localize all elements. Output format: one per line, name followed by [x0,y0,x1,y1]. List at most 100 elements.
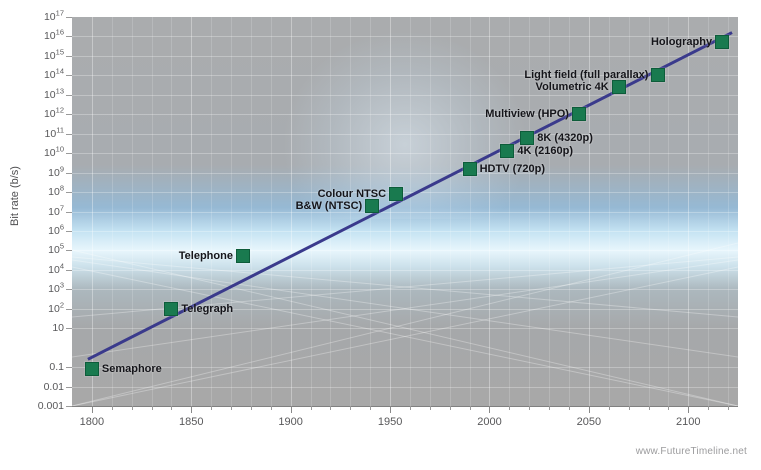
data-point-marker[interactable] [164,301,179,316]
x-tick-minor [608,406,610,410]
x-tick-minor [330,406,332,410]
grid-line-vertical [91,17,93,406]
y-tick-label: 1013 [43,86,64,101]
y-tick-label: 1011 [44,125,64,140]
y-tick-mark [66,269,72,271]
y-tick-label: 1010 [43,144,64,160]
grid-line-horizontal [72,386,738,388]
y-axis-title: Bit rate (b/s) [9,166,21,226]
grid-line-vertical [151,17,153,406]
y-tick-label: 106 [48,222,64,237]
y-tick-mark [66,114,72,116]
grid-line-vertical [668,17,670,406]
data-point-label: B&W (NTSC) [295,199,363,212]
y-tick-label: 0.01 [43,380,64,393]
data-point-label: Volumetric 4K [535,81,609,94]
x-tick-label: 1800 [79,416,105,428]
y-tick-mark [66,17,72,18]
x-tick-minor [529,406,531,410]
y-tick-mark [66,133,72,135]
data-point-marker[interactable] [651,68,666,83]
x-tick-minor [648,406,650,410]
y-tick-label: 104 [48,261,64,276]
data-point-marker[interactable] [611,80,626,95]
data-point-marker[interactable] [389,186,404,201]
y-tick-label: 1015 [43,47,64,62]
grid-line-vertical [171,17,173,406]
y-tick-mark [66,250,72,252]
grid-line-vertical [728,17,730,406]
x-tick-label: 2000 [477,416,502,428]
y-tick-label: 1017 [43,8,64,23]
y-tick-label: 10 [52,322,64,335]
grid-line-vertical [429,17,431,406]
grid-line-vertical [489,17,491,406]
x-tick-minor [370,406,372,410]
data-point-marker[interactable] [520,130,535,145]
data-point-label: Holography [650,36,713,49]
y-tick-label: 108 [48,183,64,199]
x-tick-major [390,406,392,413]
grid-line-vertical [290,17,292,406]
grid-line-vertical [409,17,411,406]
y-tick-mark [66,230,72,232]
grid-line-vertical [509,17,511,406]
grid-line-vertical [688,17,690,406]
grid-line-vertical [708,17,710,406]
x-tick-label: 1850 [179,416,204,428]
x-tick-minor [628,406,630,410]
grid-line-vertical [449,17,451,406]
x-tick-major [91,406,93,413]
x-tick-minor [151,406,153,410]
grid-line-vertical [648,17,650,406]
y-tick-mark [66,406,72,407]
x-tick-minor [549,406,551,410]
grid-line-vertical [390,17,392,406]
data-point-label: 4K (2160p) [517,145,574,158]
x-tick-minor [270,406,272,410]
data-point-marker[interactable] [365,198,380,213]
y-tick-label: 0.001 [37,400,64,412]
y-tick-label: 1012 [43,105,64,121]
data-point-marker[interactable] [500,144,515,159]
data-point-label: Light field (full parallax) [524,69,649,82]
y-tick-label: 109 [48,164,64,179]
data-point-marker[interactable] [571,107,586,122]
x-tick-minor [469,406,471,410]
y-tick-mark [66,289,72,291]
x-tick-label: 1900 [278,416,303,428]
x-tick-minor [429,406,431,410]
grid-line-vertical [131,17,133,406]
grid-line-vertical [211,17,213,406]
y-tick-mark [66,94,72,96]
y-tick-mark [66,55,72,57]
x-tick-label: 1950 [377,416,403,428]
data-point-marker[interactable] [715,35,730,50]
grid-line-vertical [469,17,471,406]
grid-line-vertical [270,17,272,406]
x-tick-minor [668,406,670,410]
x-tick-minor [569,406,570,410]
y-tick-mark [66,172,72,174]
y-tick-label: 103 [48,280,64,296]
data-point-label: Colour NTSC [317,187,387,200]
data-point-marker[interactable] [462,161,477,176]
grid-line-vertical [111,17,113,406]
x-tick-major [688,406,690,413]
y-tick-mark [66,386,72,388]
data-point-label: HDTV (720p) [479,162,546,175]
data-point-label: Multiview (HPO) [485,108,569,121]
data-point-label: Semaphore [101,363,162,376]
y-tick-label: 1014 [43,66,64,82]
data-point-marker[interactable] [235,249,250,264]
x-tick-minor [111,406,113,410]
y-tick-mark [66,36,72,38]
x-tick-minor [310,406,312,410]
data-point-marker[interactable] [84,362,99,377]
plot-area: Semaphore Telegraph Telephone B&W (NTSC) Col… [72,17,738,406]
y-tick-mark [66,367,72,369]
y-tick-label: 0.1 [49,361,64,374]
data-point-label: Telegraph [181,302,234,315]
footer-credit: www.FutureTimeline.net [635,446,747,457]
